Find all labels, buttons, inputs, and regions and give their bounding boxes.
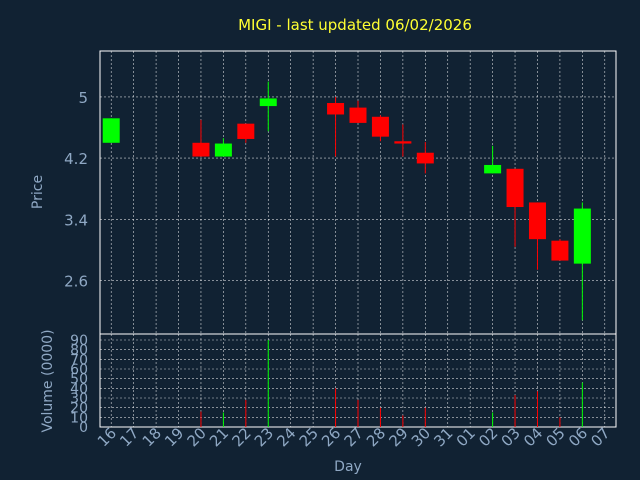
volume-bars <box>200 340 583 427</box>
x-tick-label: 07 <box>587 424 613 450</box>
volume-tick-label: 20 <box>70 401 88 417</box>
candle-body <box>484 164 502 174</box>
price-tick-label: 3.4 <box>64 211 88 229</box>
candle-body <box>573 208 591 264</box>
x-axis-label: Day <box>334 459 362 475</box>
price-tick-label: 5 <box>78 89 88 107</box>
candle-body <box>102 118 120 143</box>
volume-tick-label: 10 <box>70 410 88 426</box>
candle-body <box>416 152 434 164</box>
candle-body <box>237 123 255 139</box>
volume-tick-label: 30 <box>70 391 88 407</box>
volume-tick-label: 70 <box>70 352 88 368</box>
tick-labels: 2.63.44.25010203040506070809016171819202… <box>64 89 613 450</box>
candle-body <box>259 98 277 107</box>
candle-body <box>192 142 210 157</box>
candle-body <box>327 103 345 115</box>
price-tick-label: 2.6 <box>64 272 88 290</box>
candle-body <box>551 240 569 261</box>
candle-body <box>528 202 546 240</box>
volume-axis-label: Volume (0000) <box>40 329 56 432</box>
volume-tick-label: 60 <box>70 362 88 378</box>
volume-tick-label: 80 <box>70 343 88 359</box>
candle-body <box>349 107 367 123</box>
candle-body <box>506 168 524 208</box>
chart-title: MIGI - last updated 06/02/2026 <box>238 16 472 34</box>
volume-tick-label: 40 <box>70 381 88 397</box>
candles <box>102 81 591 321</box>
candle-body <box>371 116 389 137</box>
volume-tick-label: 0 <box>79 420 88 436</box>
volume-tick-label: 90 <box>70 333 88 349</box>
volume-tick-label: 50 <box>70 372 88 388</box>
price-tick-label: 4.2 <box>64 150 88 168</box>
price-axis-label: Price <box>30 175 46 209</box>
candle-body <box>214 143 232 157</box>
candle-body <box>394 141 412 144</box>
